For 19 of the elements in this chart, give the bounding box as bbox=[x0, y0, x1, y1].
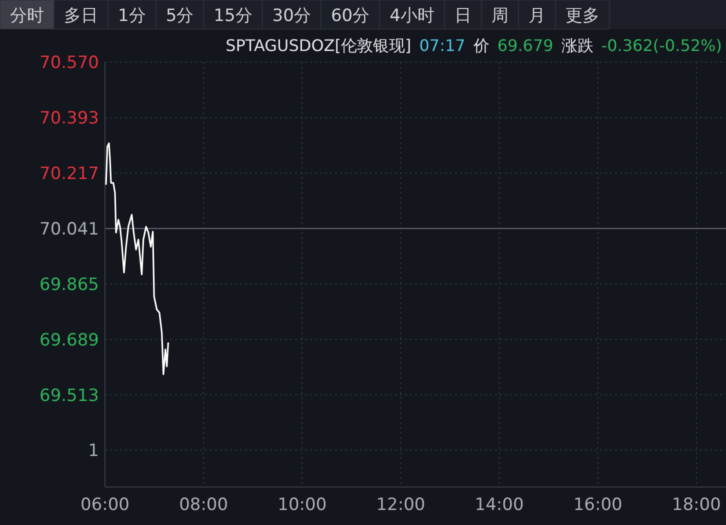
x-tick-label: 10:00 bbox=[278, 495, 327, 515]
y-tick-label: 69.513 bbox=[40, 386, 99, 406]
x-tick-label: 14:00 bbox=[474, 495, 524, 515]
x-tick-label: 18:00 bbox=[672, 495, 721, 515]
x-tick-label: 08:00 bbox=[179, 495, 228, 515]
y-tick-label: 69.689 bbox=[40, 330, 99, 350]
chart-subtitle: 07:17 价 69.679 涨跌 -0.362(-0.52%) bbox=[419, 36, 722, 55]
text: 1 bbox=[88, 441, 99, 462]
y-tick-label: 70.570 bbox=[40, 53, 99, 73]
y-tick-label: 70.217 bbox=[40, 164, 99, 184]
y-tick-label: 69.865 bbox=[40, 274, 99, 295]
x-tick-label: 12:00 bbox=[376, 495, 426, 515]
x-tick-label: 16:00 bbox=[573, 495, 622, 515]
y-tick-label: 70.393 bbox=[40, 108, 99, 129]
y-tick-label: 70.041 bbox=[40, 220, 99, 240]
tabs: 分时 多日 1分 5分 15分 30分 60分 4小时 日 周 月 更多 bbox=[0, 0, 726, 30]
chart-title: SPTAGUSDOZ[伦敦银现] bbox=[226, 36, 412, 55]
line-series bbox=[105, 142, 170, 376]
x-tick-label: 06:00 bbox=[80, 495, 130, 515]
